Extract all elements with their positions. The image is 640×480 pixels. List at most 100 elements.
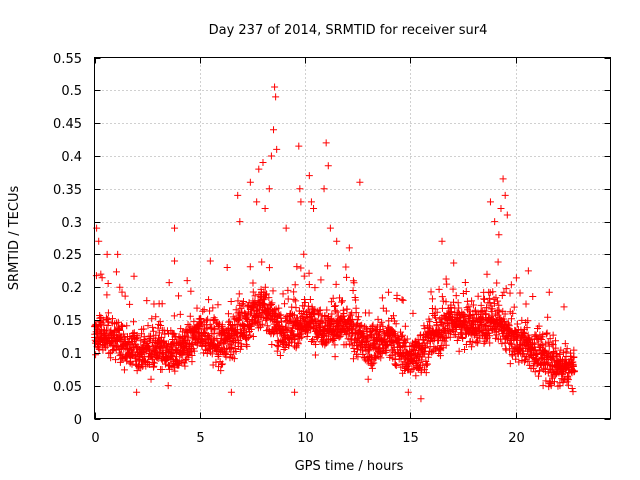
data-point (112, 356, 120, 364)
data-point (486, 339, 494, 347)
data-point (497, 204, 505, 212)
plot-frame (94, 57, 611, 419)
data-point (449, 285, 457, 293)
data-point (116, 358, 124, 366)
data-point (147, 375, 155, 383)
data-point (246, 178, 254, 186)
data-point (524, 267, 532, 275)
data-point (317, 276, 325, 284)
data-point (180, 359, 188, 367)
data-point (234, 297, 242, 305)
data-point (130, 272, 138, 280)
data-point (403, 335, 411, 343)
data-point (246, 310, 254, 318)
data-point (453, 337, 461, 345)
data-point (472, 338, 480, 346)
data-point (432, 314, 440, 322)
data-point (469, 301, 477, 309)
data-point (529, 364, 537, 372)
data-point (493, 331, 501, 339)
data-point (282, 224, 290, 232)
data-point (366, 345, 374, 353)
data-point (337, 298, 345, 306)
data-point (568, 385, 576, 393)
data-point (305, 172, 313, 180)
data-point (306, 296, 314, 304)
data-point (349, 287, 357, 295)
data-point (501, 191, 509, 199)
data-point (217, 367, 225, 375)
data-point (438, 304, 446, 312)
data-point (300, 295, 308, 303)
data-point (126, 300, 134, 308)
data-point (399, 331, 407, 339)
data-point (100, 321, 108, 329)
data-point (322, 139, 330, 147)
data-point (533, 359, 541, 367)
data-point (305, 302, 313, 310)
data-point (479, 326, 487, 334)
data-point (176, 310, 184, 318)
data-point (502, 345, 510, 353)
x-tick-label: 5 (196, 431, 204, 446)
data-point (452, 323, 460, 331)
data-point (218, 323, 226, 331)
data-point (478, 327, 486, 335)
data-point (560, 303, 568, 311)
data-point (364, 337, 372, 345)
data-point (569, 388, 577, 396)
data-point (474, 339, 482, 347)
data-point (422, 369, 430, 377)
data-point (505, 322, 513, 330)
data-point (465, 303, 473, 311)
data-point (104, 321, 112, 329)
data-point (543, 329, 551, 337)
data-point (247, 322, 255, 330)
data-point (133, 333, 141, 341)
data-point (190, 318, 198, 326)
data-point (297, 264, 305, 272)
data-point (259, 159, 267, 167)
data-point (120, 330, 128, 338)
data-point (316, 306, 324, 314)
data-point (265, 294, 273, 302)
data-point (461, 346, 469, 354)
data-point (332, 280, 340, 288)
data-point (119, 323, 127, 331)
data-point (343, 273, 351, 281)
data-point (486, 299, 494, 307)
data-point (315, 311, 323, 319)
data-point (447, 308, 455, 316)
y-tick-label: 0.4 (61, 150, 82, 165)
data-point (452, 292, 460, 300)
x-axis-label: GPS time / hours (295, 459, 404, 474)
data-point (112, 268, 120, 276)
data-point (200, 306, 208, 314)
data-point (493, 297, 501, 305)
data-point (92, 351, 100, 359)
data-point (173, 353, 181, 361)
data-point (170, 312, 178, 320)
data-point (398, 296, 406, 304)
data-point (486, 332, 494, 340)
data-point (121, 292, 129, 300)
data-point (293, 263, 301, 271)
data-point (428, 295, 436, 303)
data-point (333, 308, 341, 316)
data-point (489, 288, 497, 296)
data-point (549, 341, 557, 349)
data-point (298, 333, 306, 341)
data-point (340, 309, 348, 317)
data-point (331, 353, 339, 361)
data-point (212, 358, 220, 366)
data-point (417, 395, 425, 403)
data-point (311, 351, 319, 359)
data-point (495, 231, 503, 239)
data-point (443, 280, 451, 288)
data-point (152, 313, 160, 321)
data-point (290, 295, 298, 303)
data-point (459, 335, 467, 343)
data-point (179, 328, 187, 336)
data-point (492, 294, 500, 302)
data-point (203, 324, 211, 332)
